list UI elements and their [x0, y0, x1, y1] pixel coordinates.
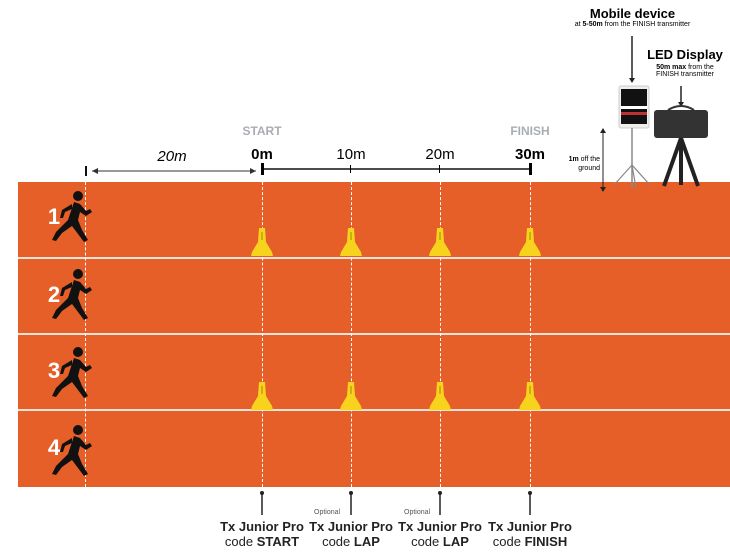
mobile-device-title: Mobile device: [589, 6, 676, 21]
runner-icon: [52, 191, 92, 242]
runner-icon: [52, 347, 92, 398]
runner-icon: [52, 425, 92, 476]
led-display-caption: LED Display 50m max from the FINISH tran…: [640, 47, 730, 78]
lap-line-20m: [440, 182, 441, 487]
lane-number: 2: [47, 282, 61, 307]
finish-label: FINISH: [510, 124, 550, 138]
lane-number: 4: [47, 435, 61, 460]
transmitter-lap: Tx Junior Pro code LAP: [309, 519, 393, 549]
tick-30m: [529, 163, 532, 175]
transmitter-finish: Tx Junior Pro code FINISH: [488, 519, 572, 549]
cone-transmitter-icon: [250, 227, 542, 411]
optional-label: Optional: [314, 509, 341, 516]
start-line: [262, 182, 263, 487]
height-note: 1m off the ground: [568, 156, 600, 172]
mobile-device-caption: Mobile device at 5-50m from the FINISH t…: [560, 6, 705, 28]
optional-label: Optional: [404, 509, 431, 516]
transmitter-start: Tx Junior Pro code START: [220, 519, 304, 549]
runner-start-line: [85, 182, 86, 487]
distance-label: 30m: [514, 146, 546, 163]
distance-label: 0m: [251, 146, 273, 163]
lap-line-10m: [351, 182, 352, 487]
tick-20m: [439, 165, 440, 173]
lane-number: 3: [47, 358, 61, 383]
runup-distance-label: 20m: [157, 148, 187, 165]
distance-label: 20m: [425, 146, 455, 163]
finish-line: [530, 182, 531, 487]
lane-number: 1: [47, 204, 61, 229]
led-display-title: LED Display: [647, 47, 723, 62]
transmitter-pins: [260, 491, 532, 515]
tick-10m: [350, 165, 351, 173]
transmitter-lap: Tx Junior Pro code LAP: [398, 519, 482, 549]
lane-line: [18, 409, 730, 411]
tick-0m: [261, 163, 264, 175]
led-display-icon: [654, 86, 708, 187]
distance-label: 10m: [336, 146, 366, 163]
start-label: START: [242, 124, 282, 138]
runner-icon: [52, 269, 92, 320]
height-indicator: [600, 128, 606, 192]
lane-line: [18, 257, 730, 259]
lane-line: [18, 333, 730, 335]
mobile-device-icon: [613, 36, 651, 189]
